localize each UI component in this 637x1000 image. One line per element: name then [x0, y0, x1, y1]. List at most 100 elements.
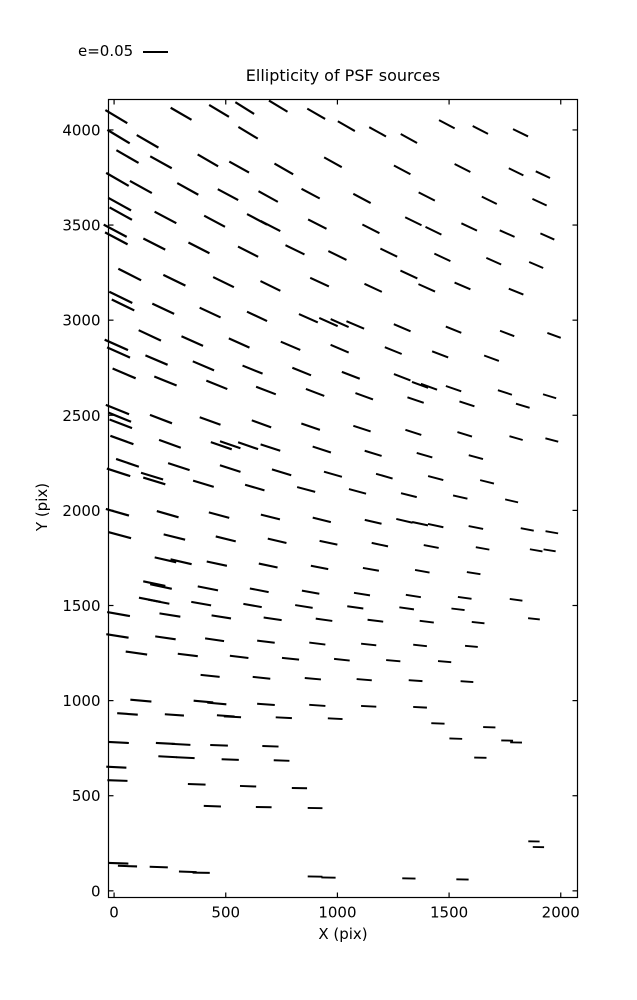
ellipticity-whisker	[117, 267, 142, 282]
ellipticity-whisker	[341, 370, 361, 380]
ellipticity-whisker	[211, 614, 232, 620]
ellipticity-whisker	[312, 445, 332, 454]
ellipticity-whisker	[210, 441, 233, 451]
ellipticity-whisker	[353, 591, 371, 597]
ellipticity-whisker	[471, 621, 485, 625]
ellipticity-whisker	[348, 488, 367, 495]
ellipticity-whisker	[346, 320, 365, 330]
ellipticity-whisker	[234, 101, 255, 115]
ellipticity-whisker	[300, 422, 321, 431]
ellipticity-whisker	[176, 756, 195, 760]
ellipticity-whisker	[112, 367, 137, 380]
ellipticity-whisker	[362, 566, 380, 572]
ellipticity-whisker	[437, 660, 452, 664]
ellipticity-whisker	[485, 257, 502, 266]
ellipticity-whisker	[108, 740, 129, 745]
y-tick-label: 3000	[62, 312, 100, 330]
ellipticity-whisker	[237, 126, 259, 140]
ellipticity-whisker	[472, 125, 489, 135]
ellipticity-whisker	[466, 571, 481, 576]
ellipticity-whisker	[309, 276, 330, 288]
ellipticity-whisker	[192, 479, 215, 488]
ellipticity-whisker	[103, 223, 128, 238]
ellipticity-whisker	[499, 329, 515, 338]
ellipticity-whisker	[512, 128, 529, 138]
ellipticity-whisker	[200, 673, 220, 678]
ellipticity-whisker	[419, 619, 434, 624]
ellipticity-whisker	[393, 323, 411, 333]
page-title: Ellipticity of PSF sources	[245, 66, 441, 85]
ellipticity-whisker	[304, 677, 322, 681]
ellipticity-whisker	[457, 431, 473, 438]
ellipticity-whisker	[210, 744, 228, 747]
ellipticity-whisker	[162, 273, 186, 287]
ellipticity-whisker	[105, 403, 130, 416]
legend-label: e=0.05	[78, 42, 134, 60]
ellipticity-whisker	[408, 679, 423, 683]
ellipticity-whisker	[159, 612, 181, 618]
ellipticity-whisker	[163, 533, 186, 541]
ellipticity-whisker	[177, 652, 198, 658]
ellipticity-whisker	[203, 804, 221, 808]
ellipticity-whisker	[454, 163, 471, 173]
ellipticity-whisker	[483, 354, 500, 362]
ellipticity-whisker	[497, 389, 513, 396]
ellipticity-whisker	[204, 637, 225, 643]
ellipticity-whisker	[445, 385, 462, 393]
ellipticity-whisker	[271, 468, 292, 477]
ellipticity-whisker	[281, 656, 300, 661]
ellipticity-whisker	[154, 556, 177, 564]
legend: e=0.05	[78, 42, 169, 60]
ellipticity-whisker	[206, 560, 228, 567]
ellipticity-whisker	[191, 600, 212, 607]
ellipticity-whisker	[260, 443, 281, 452]
x-tick-label: 2000	[542, 904, 580, 922]
ellipticity-whisker	[106, 610, 131, 618]
ellipticity-whisker	[229, 654, 249, 660]
x-tick-label: 1000	[318, 904, 356, 922]
ellipticity-whisker	[176, 182, 199, 196]
ellipticity-whisker	[221, 758, 239, 761]
ellipticity-whisker	[219, 464, 241, 473]
ellipticity-whisker	[515, 402, 530, 409]
ellipticity-whisker	[244, 483, 265, 492]
ellipticity-whisker	[464, 644, 478, 648]
ellipticity-whisker	[400, 492, 417, 499]
ellipticity-whisker	[509, 435, 523, 441]
ellipticity-whisker	[425, 225, 442, 236]
ellipticity-whisker	[257, 190, 279, 203]
ellipticity-whisker	[267, 537, 287, 544]
x-tick-label: 500	[211, 904, 240, 922]
ellipticity-whisker	[260, 280, 281, 292]
ellipticity-whisker	[468, 454, 484, 460]
ellipticity-whisker	[149, 865, 168, 869]
ellipticity-whisker	[384, 346, 403, 355]
ellipticity-whisker	[427, 523, 444, 529]
ellipticity-whisker	[531, 198, 548, 207]
ellipticity-whisker	[142, 237, 166, 251]
ellipticity-whisker	[445, 325, 462, 334]
ellipticity-whisker	[361, 642, 377, 647]
ellipticity-whisker	[504, 498, 519, 504]
ellipticity-whisker	[413, 643, 427, 648]
ellipticity-whisker	[105, 171, 130, 187]
ellipticity-whisker	[327, 250, 347, 261]
ellipticity-whisker	[109, 206, 133, 221]
y-tick-label: 4000	[62, 121, 100, 139]
ellipticity-whisker	[347, 605, 364, 610]
ellipticity-whisker	[460, 680, 474, 683]
ellipticity-whisker	[171, 742, 191, 746]
ellipticity-whisker	[353, 424, 371, 433]
ellipticity-whisker	[361, 704, 377, 708]
ellipticity-whisker	[197, 585, 219, 592]
ellipticity-whisker	[105, 507, 130, 517]
ellipticity-whisker	[109, 434, 134, 446]
ellipticity-whisker	[167, 462, 190, 472]
ellipticity-whisker	[499, 229, 515, 238]
ellipticity-whisker	[143, 580, 166, 588]
ellipticity-whisker	[237, 245, 259, 258]
ellipticity-whisker	[301, 187, 321, 200]
ellipticity-whisker	[393, 164, 411, 176]
ellipticity-whisker	[158, 438, 182, 449]
ellipticity-whisker	[543, 548, 556, 553]
